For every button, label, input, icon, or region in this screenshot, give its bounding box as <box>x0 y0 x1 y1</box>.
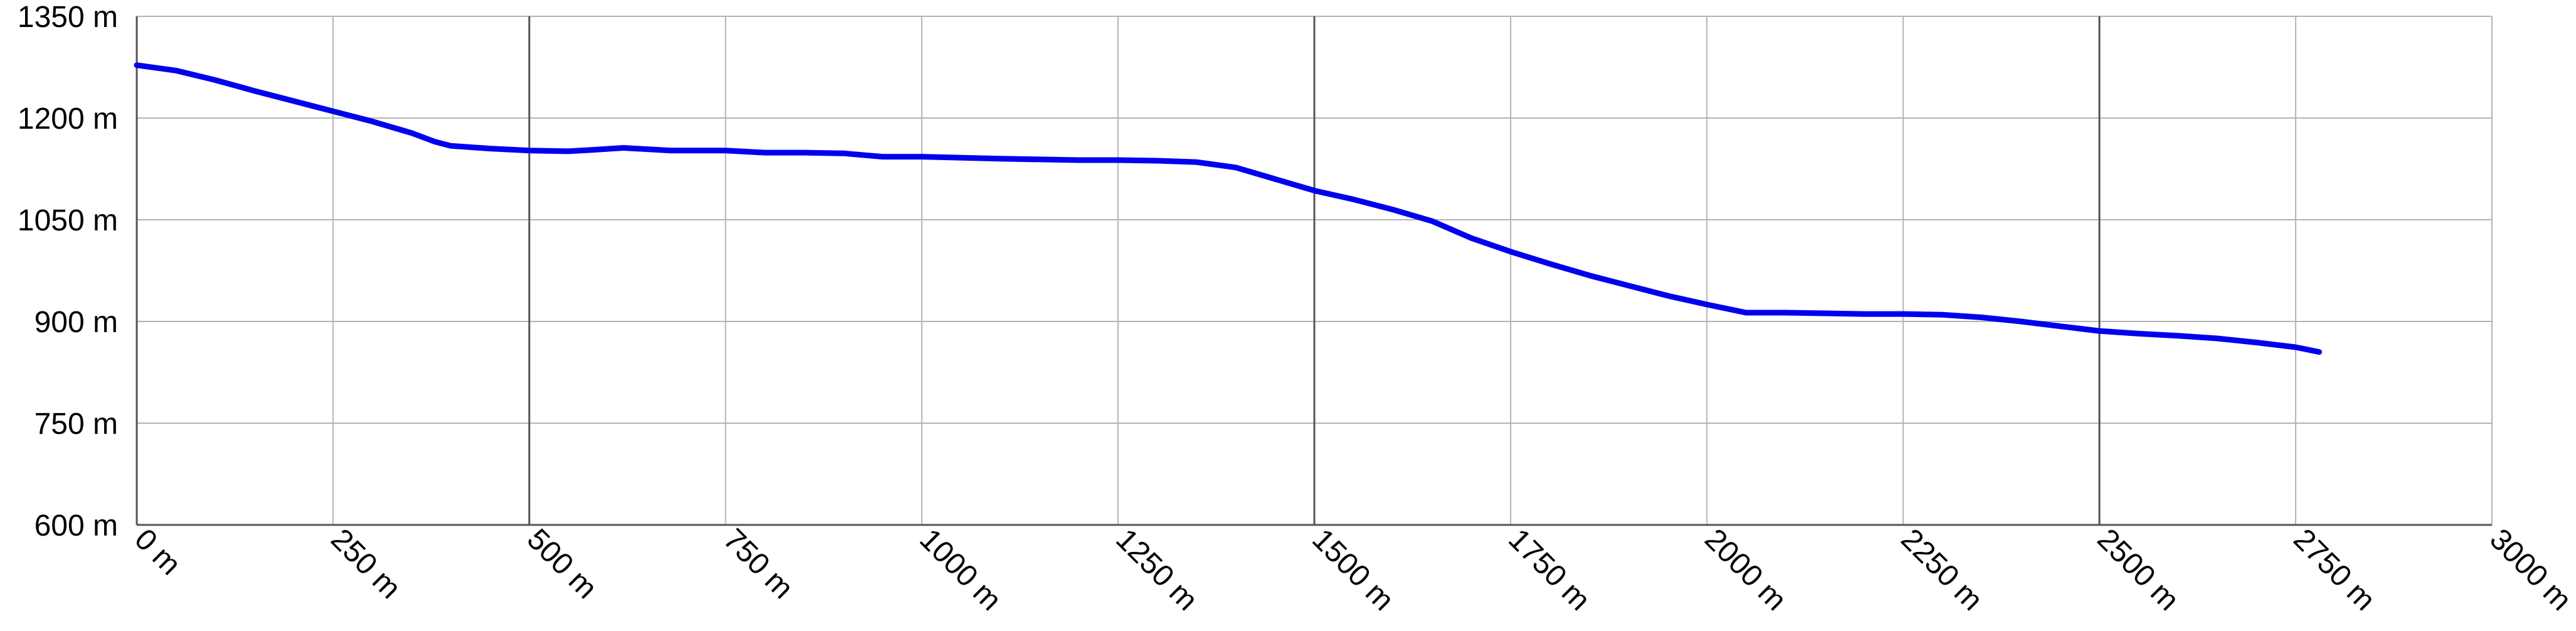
y-tick-label: 750 m <box>35 407 118 441</box>
x-tick-label: 250 m <box>324 522 407 605</box>
y-tick-label: 600 m <box>35 509 118 542</box>
y-tick-label: 1200 m <box>18 102 118 136</box>
x-tick-label: 2250 m <box>1895 522 1989 617</box>
x-tick-label: 2750 m <box>2287 522 2382 617</box>
axes <box>136 16 2492 526</box>
x-tick-label: 1000 m <box>913 522 1008 617</box>
y-tick-label: 1050 m <box>18 204 118 237</box>
x-tick-label: 750 m <box>717 522 800 605</box>
y-tick-label: 1350 m <box>18 1 118 34</box>
x-tick-label: 2500 m <box>2091 522 2186 617</box>
x-tick-label: 2000 m <box>1698 522 1793 617</box>
x-tick-label: 1750 m <box>1502 522 1597 617</box>
x-tick-label: 0 m <box>128 522 187 581</box>
series-layer <box>134 62 2323 355</box>
elevation-series-line <box>134 62 2323 355</box>
y-tick-label: 900 m <box>35 306 118 339</box>
grid <box>136 16 2493 526</box>
x-tick-label: 1250 m <box>1109 522 1204 617</box>
x-tick-label: 1500 m <box>1306 522 1400 617</box>
x-tick-label: 3000 m <box>2483 522 2576 617</box>
x-tick-label: 500 m <box>521 522 604 605</box>
